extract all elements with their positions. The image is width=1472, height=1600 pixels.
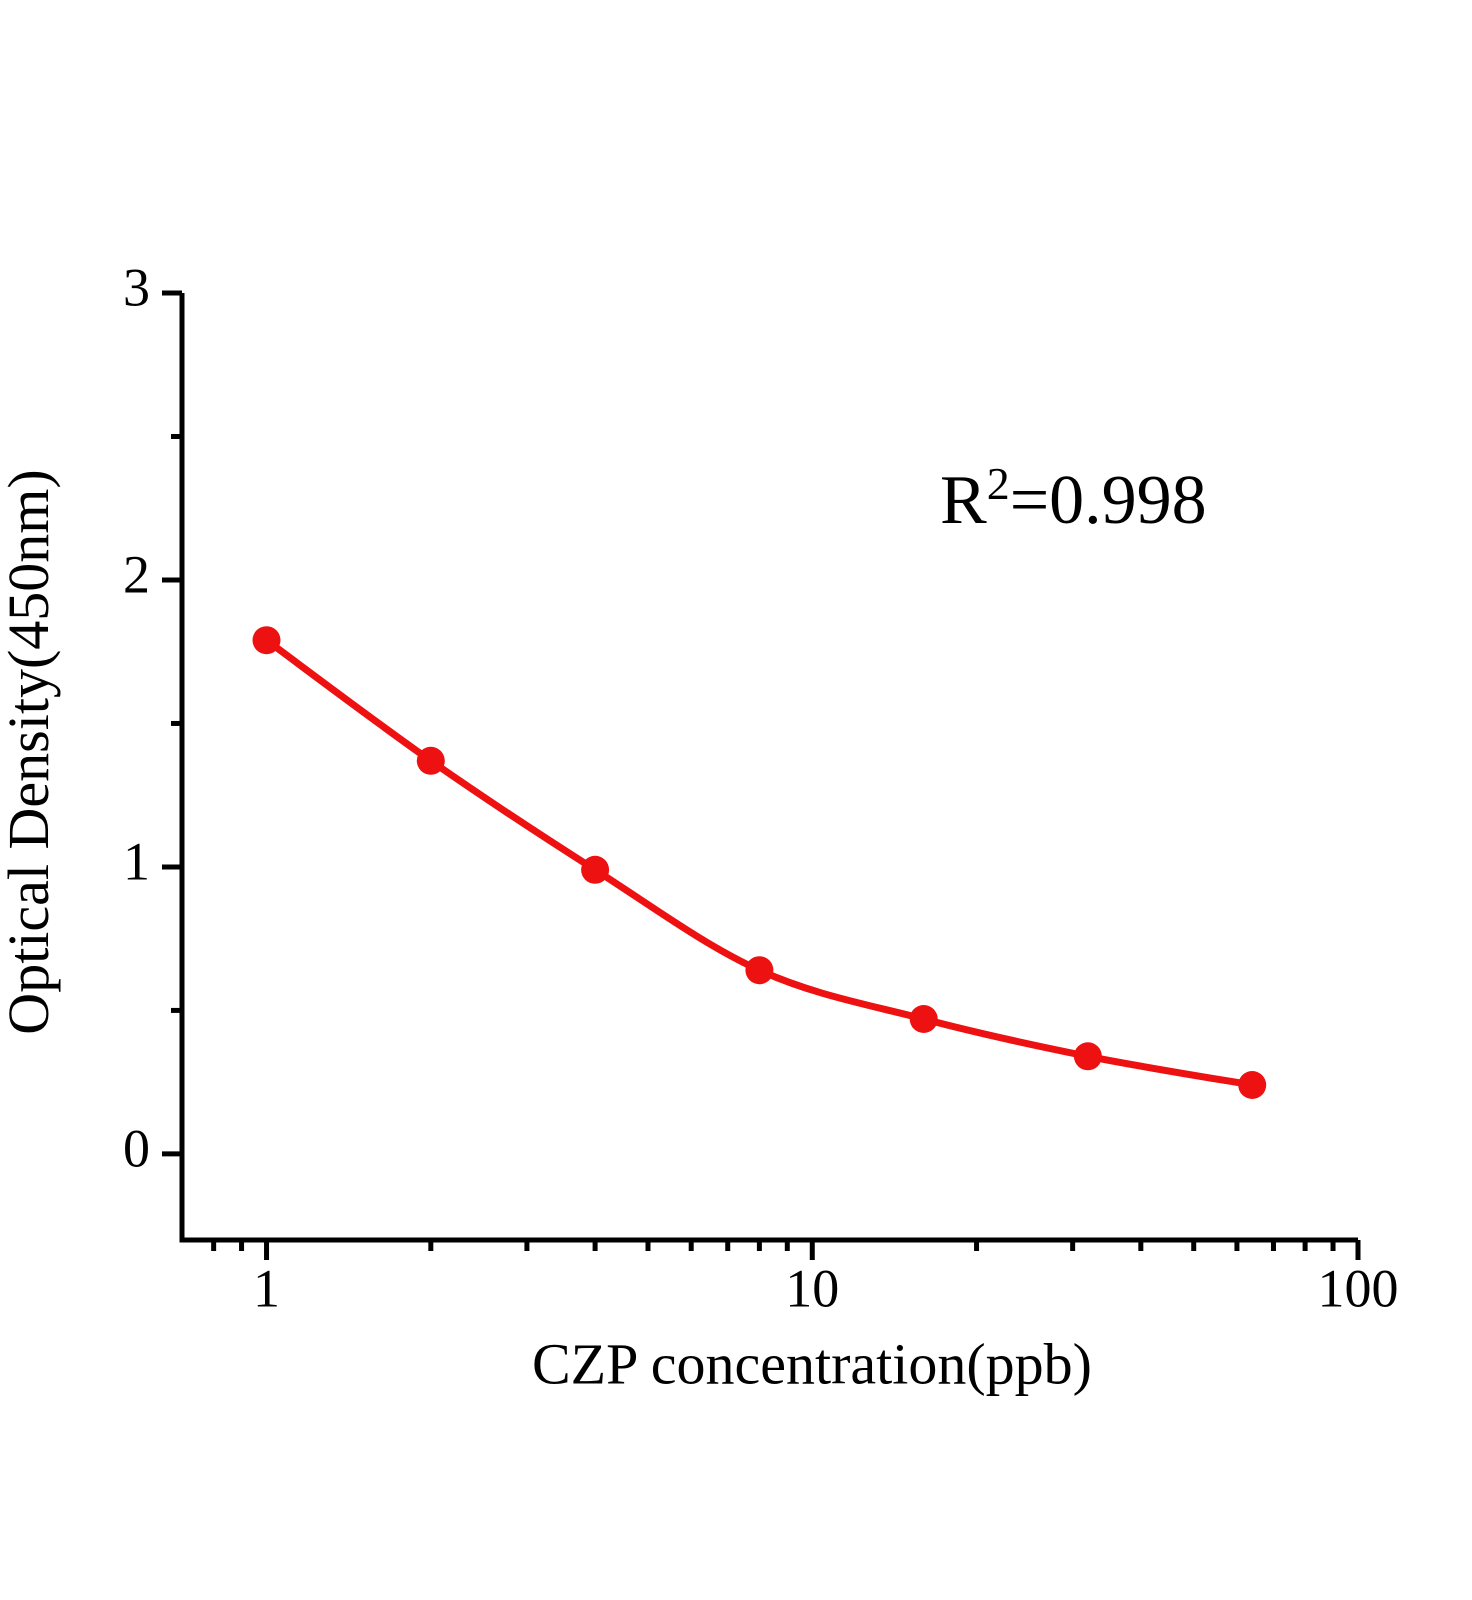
x-axis-title: CZP concentration(ppb) xyxy=(532,1331,1092,1396)
y-axis-title: Optical Density(450nm) xyxy=(0,469,61,1034)
r-squared-annotation: R2=0.998 xyxy=(940,458,1207,539)
y-tick-label-2: 2 xyxy=(123,544,150,604)
y-tick-label-1: 1 xyxy=(123,831,150,891)
tick-labels: 1 10 100 0 1 2 3 xyxy=(123,257,1399,1318)
y-tick-label-0: 0 xyxy=(123,1118,150,1178)
data-point-x1 xyxy=(252,626,281,655)
data-point-x64 xyxy=(1238,1071,1267,1099)
annotation-suffix: =0.998 xyxy=(1010,462,1207,539)
data-series xyxy=(252,626,1267,1099)
axis-frame xyxy=(179,293,1358,1243)
x-tick-label-1: 1 xyxy=(253,1258,280,1318)
y-tick-label-3: 3 xyxy=(123,257,150,317)
data-point-x4 xyxy=(581,855,610,884)
axes xyxy=(162,290,1361,1260)
x-tick-label-10: 10 xyxy=(785,1258,839,1318)
annotation-superscript: 2 xyxy=(987,458,1010,509)
annotation-prefix: R xyxy=(940,462,987,539)
data-point-x16 xyxy=(909,1005,938,1033)
data-point-x8 xyxy=(745,956,774,985)
x-tick-label-100: 100 xyxy=(1318,1258,1399,1318)
fit-curve xyxy=(263,636,1256,1089)
data-point-x32 xyxy=(1073,1042,1102,1071)
data-point-x2 xyxy=(416,746,445,775)
